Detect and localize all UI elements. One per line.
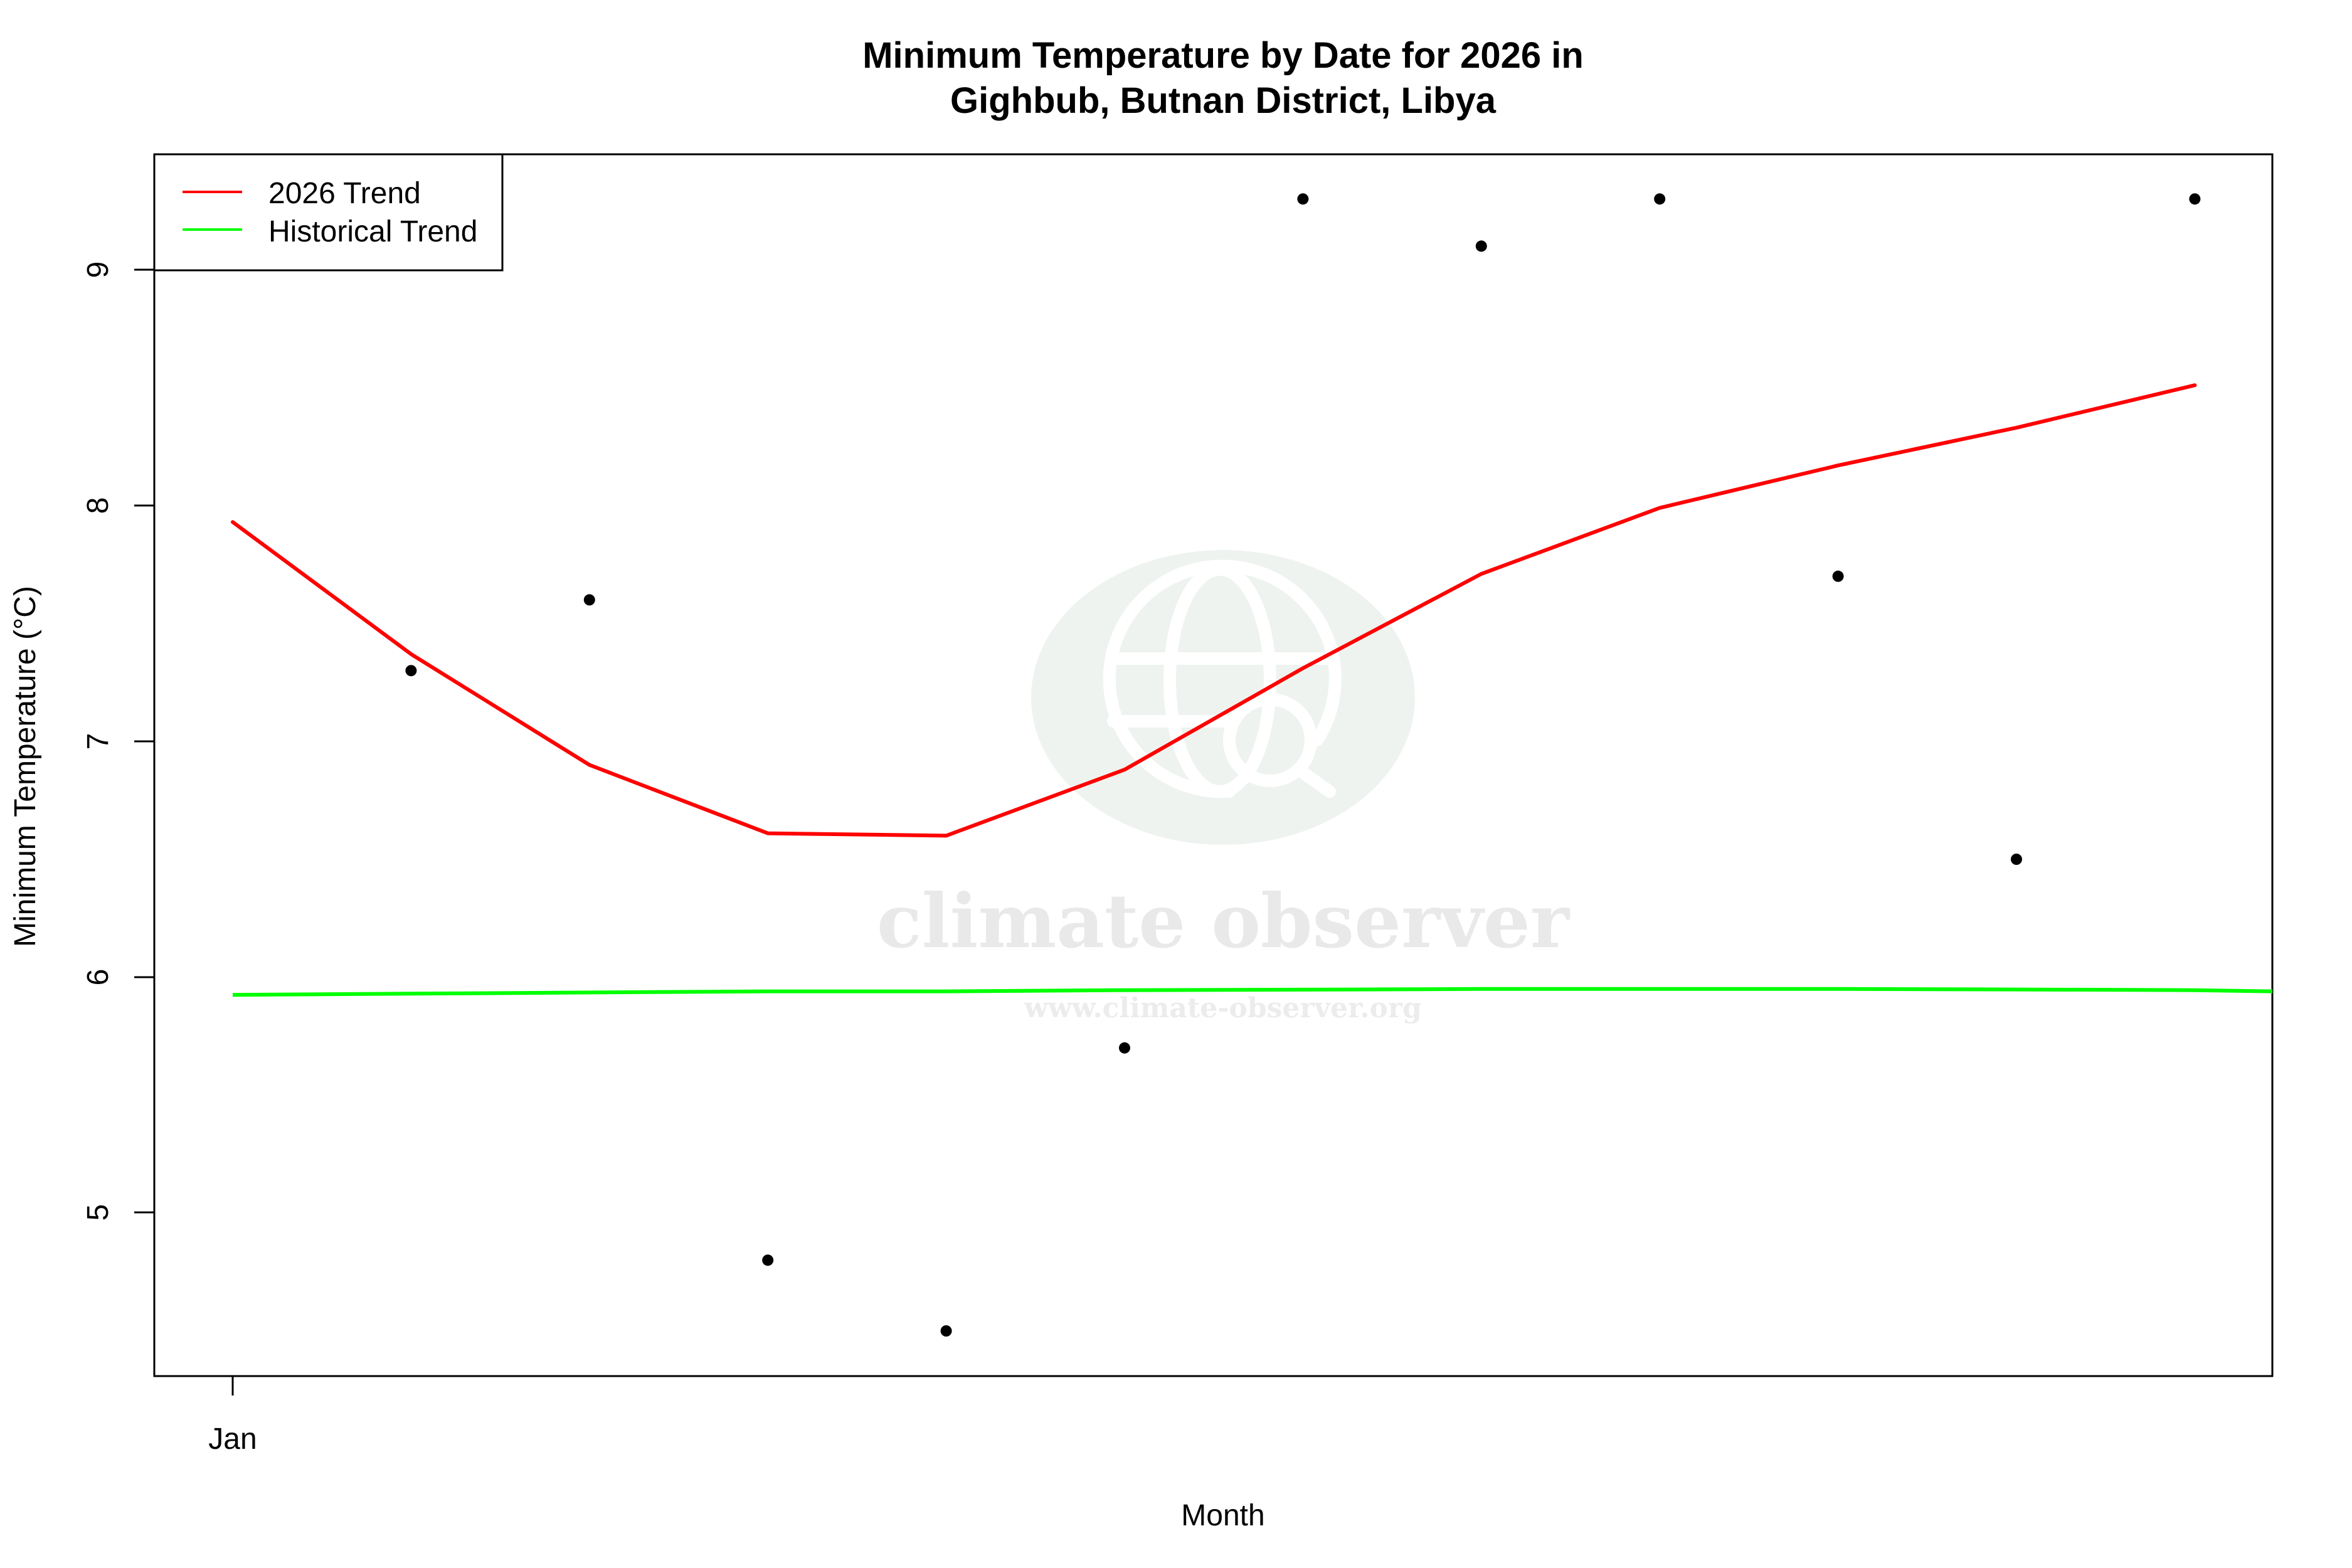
chart-title-line-2: Gighbub, Butnan District, Libya — [950, 80, 1496, 121]
watermark-url: www.climate-observer.org — [1024, 992, 1422, 1024]
historical-trend-line — [232, 987, 2273, 997]
y-tick-label: 6 — [82, 969, 115, 986]
observed-points — [405, 193, 2201, 1337]
watermark-globe-background — [1031, 550, 1415, 845]
y-tick-label: 5 — [82, 1204, 115, 1221]
legend-box — [153, 153, 504, 272]
legend-label-2026-trend: 2026 Trend — [268, 177, 421, 210]
legend: 2026 Trend Historical Trend — [153, 153, 504, 272]
plot-frame — [153, 153, 2274, 1377]
data-point — [2011, 854, 2022, 865]
watermark: climate observer www.climate-observer.or… — [877, 550, 1571, 1024]
y-tick-label: 9 — [82, 262, 115, 278]
data-point — [1654, 193, 1666, 205]
data-point — [405, 665, 417, 677]
data-point — [1297, 193, 1309, 205]
data-point — [940, 1325, 952, 1337]
y-tick-labels: 9 8 7 6 5 — [82, 262, 115, 1221]
data-point — [762, 1254, 774, 1266]
data-point — [1832, 570, 1844, 582]
data-point — [1475, 240, 1487, 252]
chart-title-line-1: Minimum Temperature by Date for 2026 in — [862, 35, 1584, 76]
y-axis — [134, 268, 154, 1214]
x-axis-label: Month — [1181, 1499, 1264, 1532]
legend-label-historical-trend: Historical Trend — [268, 215, 477, 248]
y-tick-label: 8 — [82, 497, 115, 514]
y-tick-label: 7 — [82, 733, 115, 750]
y-axis-label: Minimum Temperature (°C) — [9, 586, 42, 947]
x-tick-label: Jan — [208, 1422, 257, 1456]
watermark-name: climate observer — [877, 877, 1571, 965]
data-point — [2189, 193, 2201, 205]
trend-2026-line — [231, 383, 2197, 838]
data-point — [1119, 1042, 1130, 1054]
data-point — [583, 594, 595, 606]
